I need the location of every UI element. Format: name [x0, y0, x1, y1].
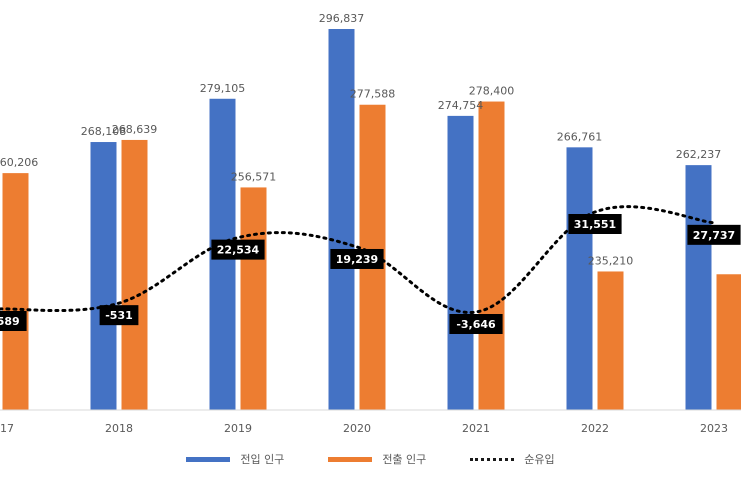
- bar-label-inflow-2021: 274,754: [438, 99, 484, 112]
- legend-item-inflow: 전입 인구: [186, 451, 284, 467]
- x-tick-2021: 2021: [462, 422, 490, 435]
- x-tick-2023: 2023: [700, 422, 728, 435]
- net-label-2021: -3,646: [456, 318, 496, 331]
- bar-label-outflow-2022: 235,210: [588, 254, 634, 267]
- legend-label-net: 순유입: [524, 453, 555, 466]
- bar-label-inflow-2019: 279,105: [200, 82, 246, 95]
- bar-inflow-2018: [90, 142, 117, 410]
- bar-label-inflow-2023: 262,237: [676, 148, 722, 161]
- bar-label-outflow-2017: 260,206: [0, 156, 38, 169]
- bar-label-inflow-2018: 268,108: [81, 125, 127, 138]
- bar-outflow-2019: [240, 187, 267, 410]
- net-label-2020: 19,239: [336, 253, 378, 266]
- bar-label-inflow-2022: 266,761: [557, 130, 603, 143]
- bar-outflow-2022: [597, 271, 624, 410]
- bar-outflow-2017: [2, 173, 29, 410]
- bars-layer: [2, 29, 741, 411]
- bar-inflow-2021: [447, 115, 474, 410]
- net-label-box-2023: [687, 224, 741, 245]
- bar-inflow-2023: [685, 165, 712, 410]
- bar-inflow-2022: [566, 147, 593, 411]
- bar-outflow-2023: [716, 274, 741, 410]
- net-label-box-2020: [330, 248, 384, 269]
- bar-outflow-2021: [478, 101, 505, 410]
- bar-label-outflow-2021: 278,400: [469, 85, 515, 98]
- legend: 전입 인구 전출 인구 순유입: [0, 446, 741, 472]
- bar-label-outflow-2019: 256,571: [231, 170, 277, 183]
- legend-swatch-outflow: [328, 456, 373, 462]
- legend-item-outflow: 전출 인구: [328, 451, 426, 467]
- net-label-2022: 31,551: [574, 218, 616, 231]
- legend-label-inflow: 전입 인구: [240, 453, 285, 466]
- net-label-2017: -2,589: [0, 315, 20, 328]
- x-tick-2020: 2020: [343, 422, 371, 435]
- net-label-2018: -531: [105, 309, 133, 322]
- legend-item-net: 순유입: [470, 451, 555, 467]
- legend-swatch-inflow: [186, 456, 231, 462]
- x-tick-2022: 2022: [581, 422, 609, 435]
- x-tick-labels: 2017 2018 2019 2020 2021 2022 2023: [0, 422, 728, 435]
- net-label-box-2021: [449, 314, 503, 334]
- x-tick-2019: 2019: [224, 422, 252, 435]
- net-label-2023: 27,737: [693, 229, 735, 242]
- net-label-box-2022: [568, 214, 622, 234]
- net-label-box-2019: [211, 239, 265, 260]
- x-tick-2018: 2018: [105, 422, 133, 435]
- x-tick-2017: 2017: [0, 422, 14, 435]
- net-label-box-2017: [0, 310, 27, 331]
- legend-swatch-net: [470, 457, 515, 461]
- legend-label-outflow: 전출 인구: [382, 453, 427, 466]
- net-label-2019: 22,534: [217, 244, 260, 257]
- bar-label-outflow-2020: 277,588: [350, 88, 396, 101]
- bar-label-outflow-2018: 268,639: [112, 123, 158, 136]
- net-inflow-line: [0, 205, 716, 314]
- net-line-layer: -2,589 -531 22,534 19,239 -3,646 31,551 27,737: [0, 205, 741, 334]
- bar-label-inflow-2020: 296,837: [319, 12, 365, 25]
- bar-inflow-2020: [328, 29, 355, 410]
- net-label-box-2018: [99, 305, 139, 326]
- bar-outflow-2018: [121, 139, 148, 410]
